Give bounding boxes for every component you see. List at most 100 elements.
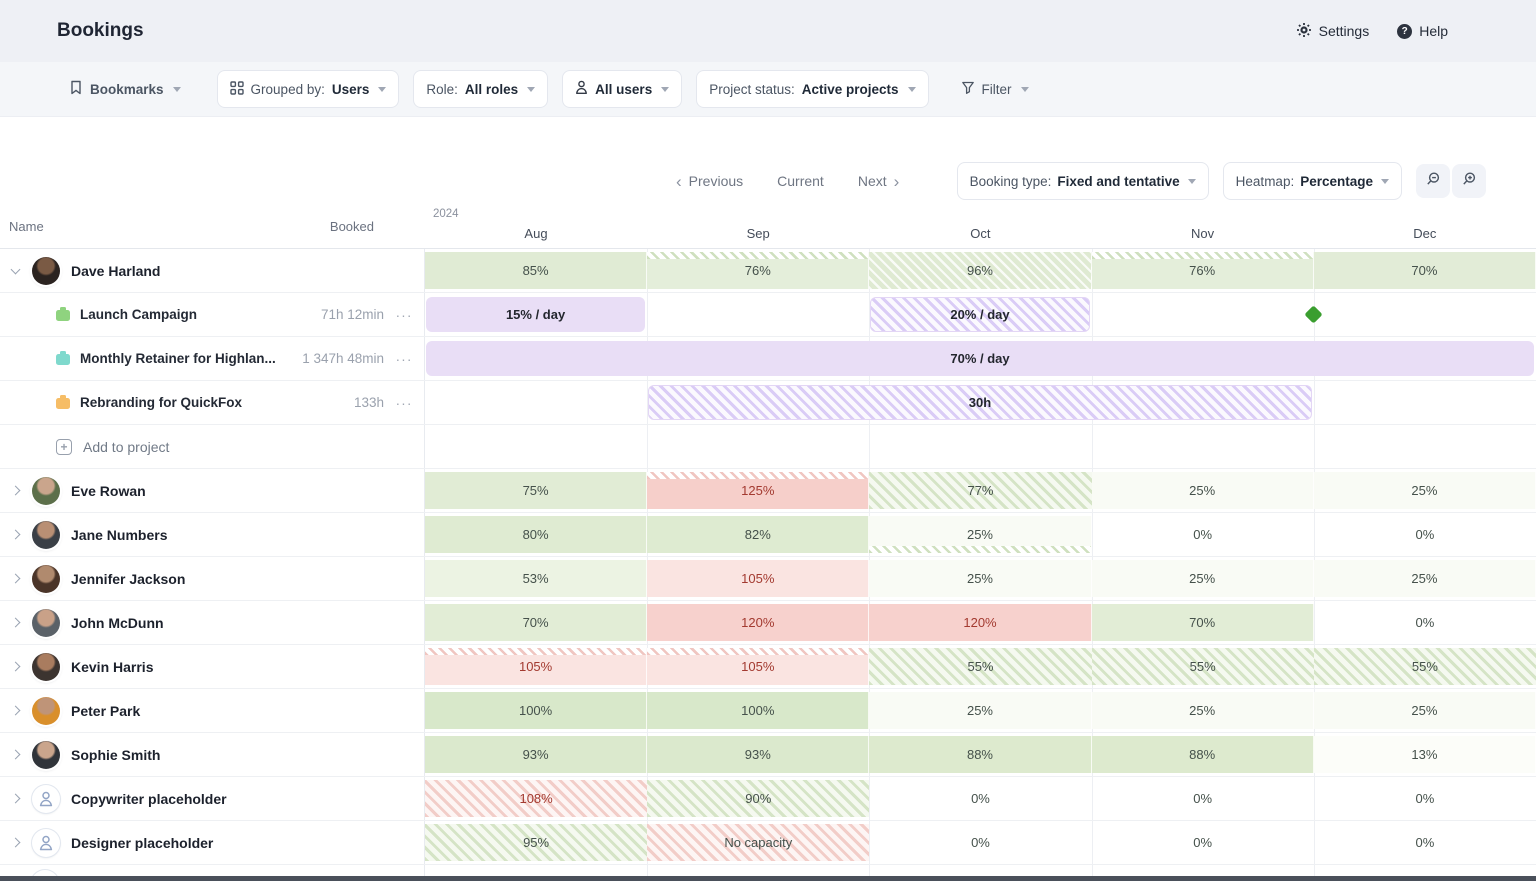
heatmap-cell[interactable]: 100% (647, 692, 870, 729)
row-left[interactable]: John McDunn (0, 601, 425, 644)
expand-chevron-icon[interactable] (10, 264, 21, 274)
heatmap-cell[interactable]: 120% (647, 604, 870, 641)
month-gridline (1313, 227, 1315, 876)
expand-chevron-icon[interactable] (10, 529, 21, 540)
heatmap-cell[interactable]: 25% (1313, 472, 1536, 509)
booking-bar[interactable]: 30h (648, 385, 1312, 420)
booking-bar[interactable]: 15% / day (426, 297, 646, 332)
previous-button[interactable]: ‹ Previous (676, 173, 743, 190)
row-left[interactable]: Eve Rowan (0, 469, 425, 512)
heatmap-value: 25% (966, 703, 993, 718)
expand-chevron-icon[interactable] (10, 749, 21, 760)
heatmap-value: 25% (1189, 483, 1216, 498)
heatmap-cell[interactable]: 70% (1091, 604, 1314, 641)
row-left[interactable]: Kevin Harris (0, 645, 425, 688)
heatmap-cell[interactable]: 0% (1314, 824, 1536, 861)
heatmap-cell[interactable]: 88% (869, 736, 1092, 773)
milestone-diamond-icon[interactable] (1304, 305, 1323, 324)
row-menu-button[interactable]: ··· (395, 306, 413, 323)
add-to-project-button[interactable]: + Add to project (0, 425, 425, 468)
row-left[interactable]: Dave Harland (0, 249, 425, 292)
row-left[interactable]: Designer placeholder (0, 821, 425, 864)
heatmap-cell[interactable]: 55% (869, 648, 1092, 685)
expand-chevron-icon[interactable] (10, 793, 21, 804)
heatmap-cell[interactable]: 108% (425, 780, 648, 817)
heatmap-cell[interactable]: 25% (1313, 692, 1536, 729)
heatmap-cell[interactable]: 0% (869, 824, 1091, 861)
grid-header-left: Name Booked (0, 205, 425, 248)
booking-bar[interactable]: 20% / day (870, 297, 1090, 332)
row-left[interactable]: Jennifer Jackson (0, 557, 425, 600)
heatmap-cell[interactable]: 53% (425, 560, 648, 597)
heatmap-cell[interactable]: 85% (425, 252, 648, 289)
heatmap-cell[interactable]: 93% (425, 736, 648, 773)
heatmap-cell[interactable]: 25% (869, 560, 1092, 597)
heatmap-cell[interactable]: 82% (647, 516, 870, 553)
heatmap-cell[interactable]: 0% (1092, 780, 1314, 817)
expand-chevron-icon[interactable] (10, 617, 21, 628)
row-menu-button[interactable]: ··· (395, 350, 413, 367)
expand-chevron-icon[interactable] (10, 837, 21, 848)
zoom-in-button[interactable] (1452, 164, 1486, 198)
row-left[interactable]: Sophie Smith (0, 733, 425, 776)
heatmap-cell[interactable]: 90% (647, 780, 870, 817)
heatmap-cell[interactable]: 76% (647, 252, 870, 289)
expand-chevron-icon[interactable] (10, 485, 21, 496)
expand-chevron-icon[interactable] (10, 705, 21, 716)
heatmap-cell[interactable]: 25% (1091, 472, 1314, 509)
row-menu-button[interactable]: ··· (395, 394, 413, 411)
role-dropdown[interactable]: Role: All roles (413, 70, 549, 108)
heatmap-cell[interactable]: 105% (647, 560, 870, 597)
grouped-by-dropdown[interactable]: Grouped by: Users (216, 70, 400, 108)
heatmap-cell[interactable]: 75% (425, 472, 648, 509)
heatmap-cell[interactable]: 95% (425, 824, 648, 861)
zoom-out-button[interactable] (1416, 164, 1450, 198)
filter-button[interactable]: Filter (949, 70, 1041, 108)
heatmap-cell[interactable]: 0% (1314, 780, 1536, 817)
heatmap-cell[interactable]: 88% (1091, 736, 1314, 773)
heatmap-cell[interactable]: 96% (869, 252, 1092, 289)
users-dropdown[interactable]: All users (562, 70, 683, 108)
current-button[interactable]: Current (777, 173, 824, 189)
heatmap-cell[interactable]: 0% (1314, 604, 1536, 641)
heatmap-cell[interactable]: 105% (425, 648, 648, 685)
heatmap-dropdown[interactable]: Heatmap: Percentage (1222, 162, 1402, 200)
heatmap-cell[interactable]: 125% (647, 472, 870, 509)
project-status-dropdown[interactable]: Project status: Active projects (696, 70, 929, 108)
heatmap-cell[interactable]: 25% (1091, 560, 1314, 597)
heatmap-cell[interactable]: 100% (425, 692, 648, 729)
heatmap-cell[interactable]: 93% (647, 736, 870, 773)
heatmap-cell[interactable]: 70% (1313, 252, 1536, 289)
heatmap-cell[interactable]: 25% (869, 692, 1092, 729)
booking-type-dropdown[interactable]: Booking type: Fixed and tentative (956, 162, 1209, 200)
heatmap-cell[interactable]: 25% (1091, 692, 1314, 729)
expand-chevron-icon[interactable] (10, 573, 21, 584)
heatmap-cell[interactable]: 76% (1091, 252, 1314, 289)
next-button[interactable]: Next › (858, 173, 899, 190)
heatmap-cell[interactable]: 55% (1091, 648, 1314, 685)
heatmap-cell[interactable]: 120% (869, 604, 1092, 641)
bookmarks-button[interactable]: Bookmarks (57, 70, 193, 108)
heatmap-cell[interactable]: 70% (425, 604, 648, 641)
heatmap-cell[interactable]: 0% (869, 780, 1091, 817)
heatmap-cell[interactable]: 0% (1314, 516, 1536, 553)
horizontal-scrollbar[interactable] (0, 876, 1536, 881)
heatmap-cell[interactable]: 0% (1092, 516, 1314, 553)
booking-bar[interactable]: 70% / day (426, 341, 1534, 376)
heatmap-cell[interactable]: 13% (1313, 736, 1536, 773)
settings-button[interactable]: Settings (1296, 22, 1369, 41)
heatmap-cell[interactable]: 55% (1313, 648, 1536, 685)
row-left[interactable]: Peter Park (0, 689, 425, 732)
row-left[interactable]: Copywriter placeholder (0, 777, 425, 820)
row-timeline: 30h (425, 381, 1536, 424)
heatmap-cell[interactable]: 25% (869, 516, 1092, 553)
heatmap-cell[interactable]: 0% (1092, 824, 1314, 861)
heatmap-cell[interactable]: 25% (1313, 560, 1536, 597)
expand-chevron-icon[interactable] (10, 661, 21, 672)
help-button[interactable]: ? Help (1397, 23, 1448, 39)
heatmap-cell[interactable]: 80% (425, 516, 648, 553)
row-left[interactable]: Jane Numbers (0, 513, 425, 556)
heatmap-cell[interactable]: 105% (647, 648, 870, 685)
heatmap-cell[interactable]: No capacity (647, 824, 870, 861)
heatmap-cell[interactable]: 77% (869, 472, 1092, 509)
